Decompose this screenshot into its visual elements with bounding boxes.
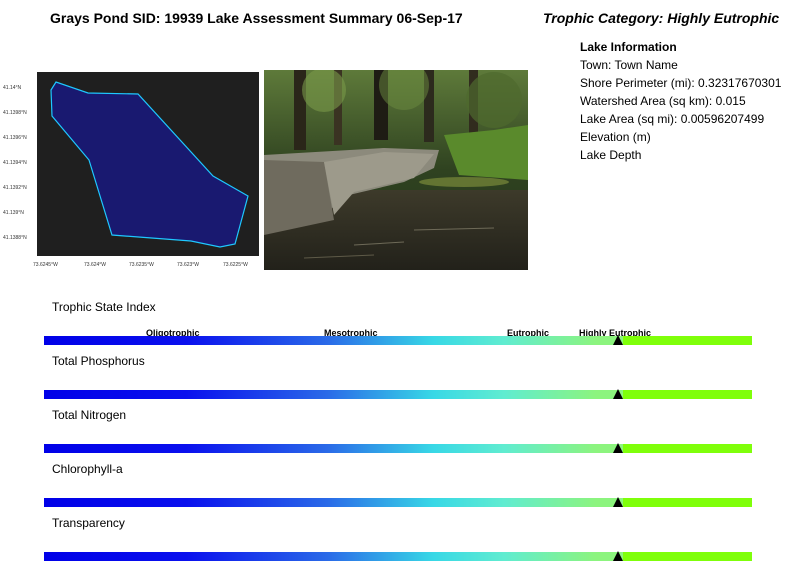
- lake-info-lake-area: Lake Area (sq mi): 0.00596207499: [580, 112, 765, 126]
- lake-information-panel: Lake Information Town: Town Name Shore P…: [580, 38, 781, 164]
- indicator-bar-transparency: [44, 552, 752, 561]
- lake-info-elevation: Elevation (m): [580, 130, 651, 144]
- lake-info-watershed-area: Watershed Area (sq km): 0.015: [580, 94, 746, 108]
- indicator-marker-chlorophyll-a: [613, 497, 624, 507]
- lat-label: 41.1396°N: [3, 135, 27, 141]
- lat-label: 41.1394°N: [3, 160, 27, 166]
- lat-label: 41.139°N: [3, 210, 24, 216]
- indicator-bar-chlorophyll-a: [44, 498, 752, 507]
- lake-photo-image: [264, 70, 528, 270]
- lake-info-shore-perimeter: Shore Perimeter (mi): 0.32317670301: [580, 76, 782, 90]
- indicator-marker-transparency: [613, 551, 624, 561]
- lat-label: 41.1388°N: [3, 235, 27, 241]
- lat-label: 41.14°N: [3, 85, 22, 91]
- indicator-label-chlorophyll-a: Chlorophyll-a: [52, 462, 123, 476]
- lon-label: 73.624°W: [84, 262, 107, 268]
- scale-tick-highly-eutrophic: Highly Eutrophic: [579, 328, 651, 338]
- indicator-bar-trophic-state-index: [44, 336, 752, 345]
- indicator-marker-total-phosphorus: [613, 389, 624, 399]
- indicator-label-total-phosphorus: Total Phosphorus: [52, 354, 145, 368]
- indicator-bar-total-nitrogen: [44, 444, 752, 453]
- indicator-label-total-nitrogen: Total Nitrogen: [52, 408, 127, 422]
- lake-outline-map: [37, 72, 259, 256]
- lake-map-svg: [50, 81, 249, 248]
- lake-information-heading: Lake Information: [580, 40, 677, 54]
- lon-label: 73.6235°W: [129, 262, 154, 268]
- scale-tick-mesotrophic: Mesotrophic: [324, 328, 378, 338]
- indicator-marker-total-nitrogen: [613, 443, 624, 453]
- lon-label: 73.623°W: [177, 262, 200, 268]
- lake-info-depth: Lake Depth: [580, 148, 642, 162]
- indicator-bar-total-phosphorus: [44, 390, 752, 399]
- indicator-label-trophic-state-index: Trophic State Index: [52, 300, 156, 314]
- lat-label: 41.1398°N: [3, 110, 27, 116]
- lon-label: 73.6245°W: [33, 262, 58, 268]
- trophic-category-label: Trophic Category: Highly Eutrophic: [543, 10, 780, 26]
- lake-info-town: Town: Town Name: [580, 58, 678, 72]
- page-title: Grays Pond SID: 19939 Lake Assessment Su…: [50, 10, 463, 26]
- lake-shape: [50, 81, 249, 248]
- lat-label: 41.1392°N: [3, 185, 27, 191]
- lon-label: 73.6225°W: [223, 262, 248, 268]
- scale-tick-eutrophic: Eutrophic: [507, 328, 549, 338]
- scale-tick-oligotrophic: Oligotrophic: [146, 328, 200, 338]
- indicator-label-transparency: Transparency: [52, 516, 125, 530]
- lake-shore-photo: [264, 70, 528, 270]
- indicator-marker-trophic-state-index: [613, 335, 624, 345]
